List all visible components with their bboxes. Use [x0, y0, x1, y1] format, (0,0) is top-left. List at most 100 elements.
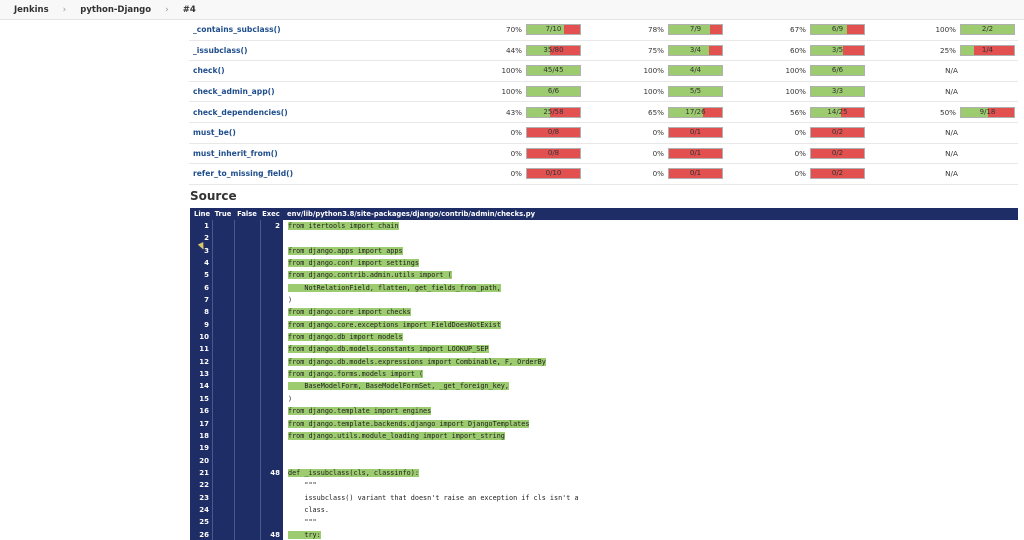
method-name-link[interactable]: _contains_subclass()	[193, 25, 281, 35]
line-number: 17	[190, 417, 212, 430]
line-number: 6	[190, 281, 212, 295]
source-line: 10 from django.db import models	[190, 331, 1018, 344]
coverage-ratio: 0/1	[689, 128, 702, 137]
method-name-link[interactable]: refer_to_missing_field()	[193, 169, 294, 179]
coverage-bar-fill	[527, 66, 580, 76]
coverage-bar: 2/2	[960, 24, 1015, 36]
coverage-ratio: 6/6	[547, 87, 560, 96]
code-content: )	[288, 296, 293, 305]
source-line: 13 from django.forms.models import (	[190, 368, 1018, 381]
source-line: 18 from django.utils.module_loading impor…	[190, 429, 1018, 443]
coverage-percent: 78%	[648, 25, 664, 35]
false-count	[234, 232, 260, 245]
coverage-cell: N/A	[868, 66, 1018, 75]
source-line: 6 NotRelationField, flatten, get_fields_…	[190, 281, 1018, 295]
method-name-link[interactable]: _issubclass()	[193, 45, 248, 55]
false-count	[234, 244, 260, 258]
coverage-cell: 100% 3/3	[726, 86, 868, 98]
code-text: BaseModelForm, BaseModelFormSet, _get_fo…	[283, 380, 1018, 392]
coverage-percent: 50%	[940, 107, 956, 117]
breadcrumb-item[interactable]: Jenkins	[14, 4, 49, 15]
true-count	[212, 479, 234, 492]
table-row: must_inherit_from() 0% 0/8 0% 0/1 0% 0/2 N/A	[189, 144, 1018, 165]
line-number: 14	[190, 380, 212, 393]
method-name-link[interactable]: must_inherit_from()	[193, 148, 278, 158]
code-content: BaseModelForm, BaseModelFormSet, _get_fo…	[288, 382, 509, 391]
coverage-ratio: 17/26	[685, 107, 706, 116]
table-row: must_be() 0% 0/8 0% 0/1 0% 0/2 N/A	[189, 123, 1018, 144]
true-count	[212, 392, 234, 406]
code-text	[283, 455, 1018, 467]
method-name-link[interactable]: check_dependencies()	[193, 107, 288, 117]
false-count	[234, 466, 260, 480]
coverage-bar: 0/8	[526, 147, 581, 159]
coverage-bar-fill	[961, 45, 975, 55]
method-name-link[interactable]: check_admin_app()	[193, 87, 275, 97]
code-content: from django.core import checks	[288, 308, 411, 317]
coverage-ratio: 0/8	[547, 148, 560, 157]
table-row: check_dependencies() 43% 25/58 65% 17/26 56% 1…	[189, 102, 1018, 123]
coverage-bar: 3/4	[668, 44, 723, 56]
source-line: 7)	[190, 294, 1018, 307]
coverage-percent: 75%	[648, 45, 664, 55]
true-count	[212, 405, 234, 418]
coverage-percent: 0%	[510, 148, 522, 158]
breadcrumb-item[interactable]: #4	[182, 4, 196, 15]
coverage-bar: 0/1	[668, 127, 723, 139]
source-line: 5 from django.contrib.admin.utils import …	[190, 269, 1018, 282]
coverage-percent: 100%	[785, 66, 806, 76]
coverage-bar-fill	[669, 66, 722, 76]
not-applicable: N/A	[945, 66, 958, 76]
exec-count	[260, 479, 283, 492]
coverage-cell: 75% 3/4	[584, 44, 726, 56]
exec-count	[260, 281, 283, 295]
method-name-link[interactable]: must_be()	[193, 128, 236, 138]
code-content: NotRelationField, flatten, get_fields_fr…	[288, 283, 501, 292]
coverage-bar-fill	[669, 25, 711, 35]
coverage-cell: N/A	[868, 87, 1018, 96]
exec-count	[260, 491, 283, 504]
line-number: 1	[190, 220, 212, 233]
code-text: from django.db.models.expressions import…	[283, 356, 1018, 368]
line-number: 25	[190, 516, 212, 529]
coverage-percent: 0%	[794, 169, 806, 179]
method-name-link[interactable]: check()	[193, 66, 225, 76]
true-count	[212, 503, 234, 517]
line-number: 15	[190, 392, 212, 406]
breadcrumb: Jenkins › python-Django › #4	[0, 0, 1024, 20]
coverage-bar: 17/26	[668, 106, 723, 118]
coverage-bar: 6/9	[810, 24, 865, 36]
breadcrumb-item[interactable]: python-Django	[80, 4, 152, 15]
code-text	[283, 232, 1018, 244]
code-content: from django.db import models	[288, 333, 403, 342]
false-count	[234, 220, 260, 233]
code-content: from django.template.backends.django imp…	[288, 419, 530, 428]
source-body: 1 2 from itertools import chain 2 3 from djan…	[190, 220, 1018, 540]
coverage-bar: 7/9	[668, 24, 723, 36]
coverage-cell: 43% 25/58	[442, 106, 584, 118]
code-content: from itertools import chain	[288, 222, 399, 230]
coverage-cell: 0% 0/1	[584, 168, 726, 180]
coverage-bar-fill	[669, 107, 704, 117]
method-coverage-table: _contains_subclass() 70% 7/10 78% 7/9 67% 6/9 1…	[189, 20, 1018, 185]
coverage-bar: 0/1	[668, 168, 723, 180]
exec-count	[260, 355, 283, 369]
coverage-percent: 0%	[794, 148, 806, 158]
code-content: )	[288, 394, 293, 403]
coverage-ratio: 25/58	[543, 107, 564, 116]
not-applicable: N/A	[945, 169, 958, 179]
line-number: 9	[190, 318, 212, 332]
true-count	[212, 244, 234, 258]
source-code-table: Line True False Exec env/lib/python3.8/s…	[190, 208, 1018, 540]
code-content: class.	[288, 505, 329, 514]
code-text: from django.utils.module_loading import …	[283, 430, 1018, 442]
source-line: 15)	[190, 392, 1018, 406]
false-count	[234, 405, 260, 418]
code-content: """	[288, 518, 317, 527]
line-number: 26	[190, 528, 212, 540]
coverage-bar: 3/5	[810, 44, 865, 56]
coverage-bar-fill	[811, 66, 864, 76]
exec-count	[260, 331, 283, 344]
source-line: 9 from django.core.exceptions import Fiel…	[190, 318, 1018, 332]
coverage-percent: 100%	[501, 87, 522, 97]
